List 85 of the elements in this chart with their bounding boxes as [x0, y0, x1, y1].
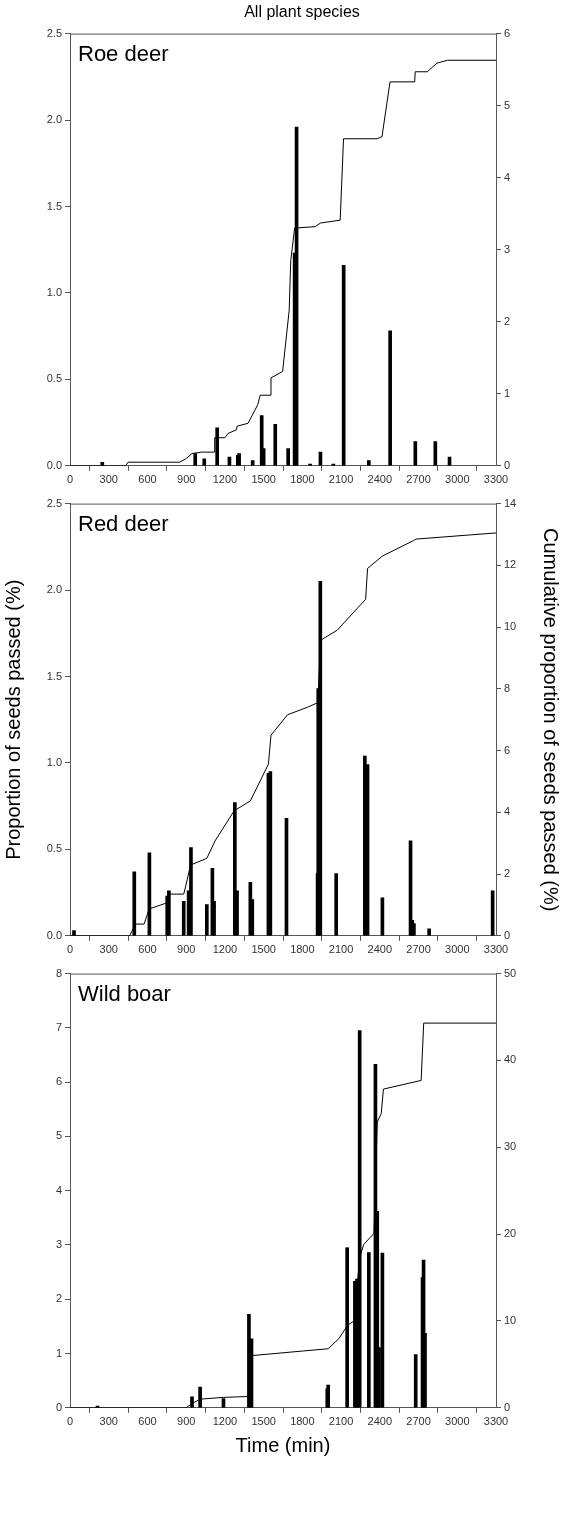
y-tick-label: 1.5 — [46, 199, 62, 212]
y-tick-label: 0.0 — [46, 928, 62, 941]
chart-title: Roe deer — [78, 40, 169, 66]
y2-tick-label: 30 — [504, 1140, 517, 1153]
y-tick-label: 5 — [55, 1129, 62, 1142]
y-tick-label: 2 — [55, 1292, 62, 1305]
x-tick-label: 900 — [177, 1415, 196, 1428]
x-tick-label: 2100 — [328, 1415, 354, 1428]
y-tick-label: 0.0 — [46, 458, 62, 471]
y2-tick-label: 0 — [504, 928, 511, 941]
y2-tick-label: 4 — [504, 170, 511, 183]
y2-tick-label: 0 — [504, 458, 511, 471]
x-tick-label: 3000 — [445, 1415, 470, 1428]
y-tick-label: 2.0 — [46, 113, 62, 126]
x-tick-label: 2700 — [406, 943, 431, 956]
x-tick-label: 600 — [138, 943, 157, 956]
y-tick-label: 0.5 — [46, 842, 62, 855]
x-tick-label: 2100 — [328, 943, 354, 956]
x-tick-label: 2700 — [406, 1415, 431, 1428]
y-tick-label: 6 — [55, 1075, 62, 1088]
x-tick-label: 300 — [99, 943, 118, 956]
y-tick-label: 2.0 — [46, 583, 62, 596]
y2-tick-label: 2 — [504, 867, 511, 880]
y2-tick-label: 40 — [504, 1053, 517, 1066]
x-tick-label: 1800 — [290, 943, 315, 956]
x-tick-label: 600 — [138, 473, 157, 486]
y-tick-label: 3 — [55, 1238, 62, 1251]
y-tick-label: 0 — [55, 1400, 62, 1413]
y2-tick-label: 0 — [504, 1400, 511, 1413]
y-tick-label: 1.0 — [46, 755, 62, 768]
y2-tick-label: 10 — [504, 620, 517, 633]
x-tick-label: 2400 — [367, 943, 393, 956]
x-tick-label: 0 — [66, 1415, 74, 1428]
x-tick-label: 2100 — [328, 473, 354, 486]
x-tick-label: 2700 — [406, 473, 431, 486]
y2-tick-label: 4 — [504, 805, 511, 818]
x-tick-label: 0 — [66, 473, 74, 486]
x-tick-label: 3300 — [483, 1415, 509, 1428]
x-tick-label: 3000 — [445, 943, 470, 956]
y-axis-title: Proportion of seeds passed (%) — [1, 579, 24, 860]
y-tick-label: 2.5 — [46, 496, 62, 509]
x-tick-label: 1500 — [251, 943, 276, 956]
y-tick-label: 4 — [55, 1183, 62, 1196]
y-tick-label: 1.0 — [46, 285, 62, 298]
x-tick-label: 300 — [99, 473, 118, 486]
y2-tick-label: 1 — [504, 386, 511, 399]
y-tick-label: 1.5 — [46, 669, 62, 682]
x-tick-label: 3300 — [483, 943, 509, 956]
y2-tick-label: 12 — [504, 558, 517, 571]
x-tick-label: 1200 — [212, 473, 238, 486]
chart-title: Red deer — [78, 510, 169, 536]
text: All plant species — [243, 2, 361, 22]
x-tick-label: 300 — [99, 1415, 118, 1428]
y2-tick-label: 10 — [504, 1313, 517, 1326]
x-tick-label: 3300 — [483, 473, 509, 486]
y2-tick-label: 50 — [504, 966, 517, 979]
x-tick-label: 900 — [177, 943, 196, 956]
y-tick-label: 0.5 — [46, 372, 62, 385]
x-axis-title: Time (min) — [235, 1433, 331, 1456]
x-tick-label: 3000 — [445, 473, 470, 486]
x-tick-label: 900 — [177, 473, 196, 486]
x-tick-label: 2400 — [367, 473, 393, 486]
chart-title: Wild boar — [78, 980, 171, 1006]
x-tick-label: 1500 — [251, 1415, 276, 1428]
y-tick-label: 7 — [55, 1020, 62, 1033]
y2-tick-label: 8 — [504, 681, 511, 694]
x-tick-label: 1200 — [212, 943, 238, 956]
x-tick-label: 600 — [138, 1415, 157, 1428]
y2-tick-label: 14 — [504, 496, 517, 509]
y2-tick-label: 3 — [504, 242, 511, 255]
x-tick-label: 2400 — [367, 1415, 393, 1428]
y2-axis-title: Cumulative proportion of seeds passed (%) — [540, 527, 563, 912]
y2-tick-label: 6 — [504, 743, 511, 756]
y2-tick-label: 6 — [504, 26, 511, 39]
x-tick-label: 1200 — [212, 1415, 238, 1428]
y-tick-label: 1 — [55, 1346, 62, 1359]
x-tick-label: 0 — [66, 943, 74, 956]
x-tick-label: 1800 — [290, 473, 315, 486]
x-tick-label: 1500 — [251, 473, 276, 486]
y-tick-label: 8 — [55, 966, 62, 979]
y2-tick-label: 5 — [504, 98, 511, 111]
y2-tick-label: 2 — [504, 314, 511, 327]
y-tick-label: 2.5 — [46, 26, 62, 39]
y2-tick-label: 20 — [504, 1227, 517, 1240]
x-tick-label: 1800 — [290, 1415, 315, 1428]
